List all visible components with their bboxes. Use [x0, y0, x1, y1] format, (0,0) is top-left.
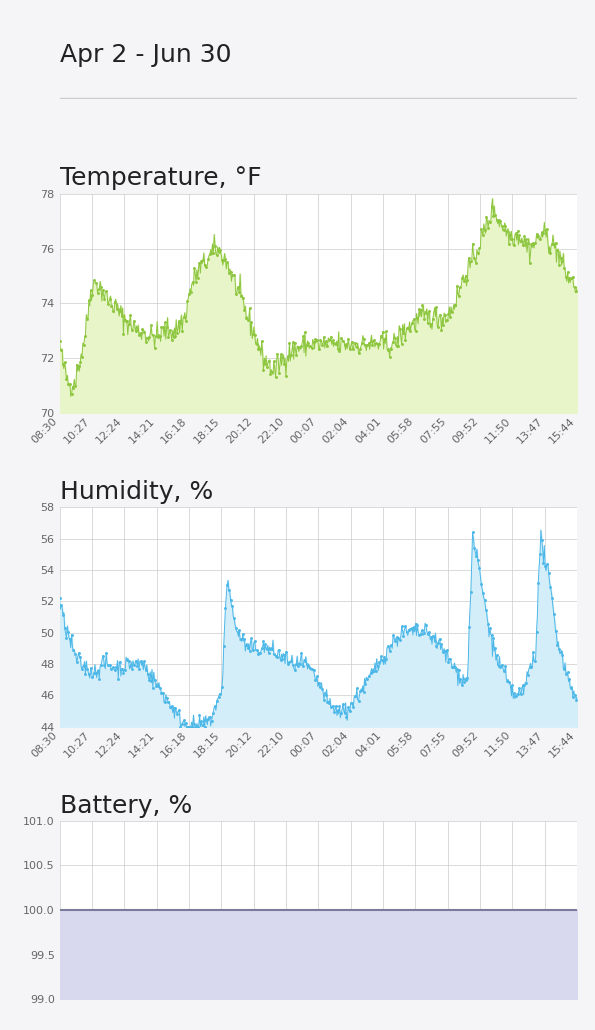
Text: Temperature, °F: Temperature, °F	[60, 167, 261, 191]
Text: Humidity, %: Humidity, %	[60, 480, 213, 504]
Text: Battery, %: Battery, %	[60, 793, 192, 818]
Text: Apr 2 - Jun 30: Apr 2 - Jun 30	[60, 43, 231, 67]
